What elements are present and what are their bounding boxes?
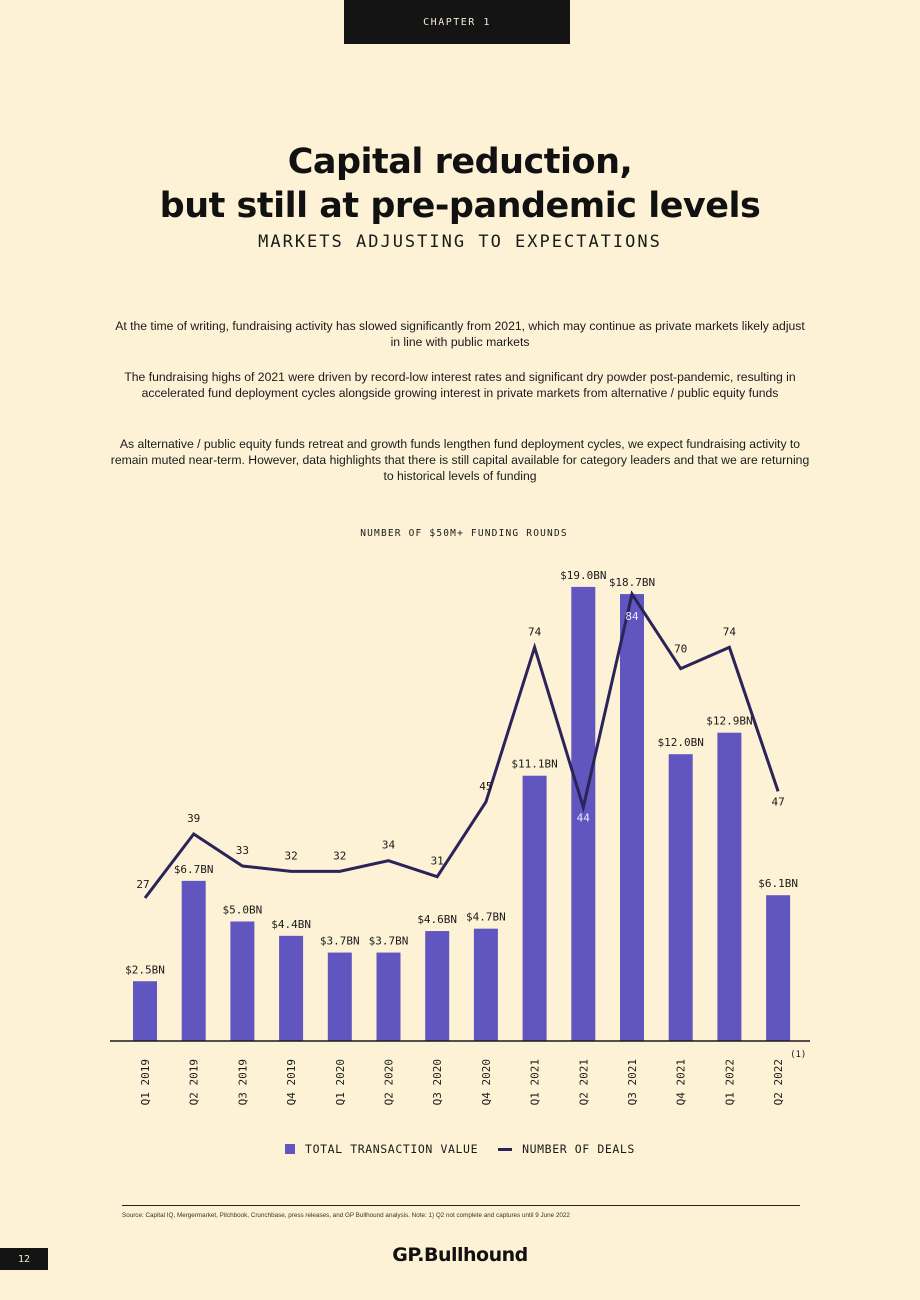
bar-value-label: $19.0BN	[560, 569, 606, 582]
bar-value-label: $4.7BN	[466, 911, 506, 924]
chapter-tab: CHAPTER 1	[344, 0, 570, 44]
bar	[181, 880, 206, 1041]
legend-item-bar: TOTAL TRANSACTION VALUE	[285, 1142, 478, 1156]
legend-bar-swatch	[285, 1144, 296, 1154]
x-tick-label: Q3 2021	[626, 1059, 639, 1105]
footer-divider	[122, 1205, 800, 1206]
legend-line-label: NUMBER OF DEALS	[522, 1142, 635, 1156]
bar	[133, 981, 157, 1041]
title-line-1: Capital reduction,	[287, 142, 633, 182]
deal-count-label: 32	[284, 849, 297, 862]
bar	[620, 594, 644, 1041]
bar-value-label: $12.0BN	[658, 736, 704, 749]
x-tick-label: Q3 2019	[236, 1059, 249, 1105]
deal-count-label: 84	[625, 610, 639, 623]
deal-count-label: 34	[382, 839, 396, 852]
bar-value-label: $6.1BN	[758, 877, 798, 890]
deal-count-label: 44	[577, 811, 591, 824]
bar-value-label: $12.9BN	[706, 715, 752, 728]
deal-count-label: 31	[431, 855, 444, 868]
bar-value-label: $11.1BN	[511, 758, 557, 771]
deal-count-label: 39	[187, 812, 200, 825]
bar	[279, 935, 304, 1041]
page-number-label: 12	[17, 1253, 31, 1265]
deals-line	[143, 590, 780, 899]
source-note: Source: Capital IQ, Mergermarket, Pitchb…	[122, 1212, 570, 1219]
bar-value-label: $3.7BN	[320, 935, 360, 948]
deal-count-label: 27	[136, 878, 149, 891]
deal-count-label: 33	[236, 844, 249, 857]
x-tick-label: Q4 2021	[675, 1059, 688, 1105]
bar	[668, 754, 693, 1041]
deal-count-label: 47	[771, 795, 784, 808]
bar	[522, 775, 547, 1041]
funding-rounds-chart: NUMBER OF $50M+ FUNDING ROUNDS $2.5BN $6.7…	[110, 528, 810, 1105]
deal-count-label: 45	[479, 780, 492, 793]
bar-value-label: $4.4BN	[271, 918, 311, 931]
bar	[766, 895, 791, 1041]
x-tick-label: Q4 2020	[480, 1059, 493, 1105]
x-tick-label: Q3 2020	[431, 1059, 444, 1105]
paragraph-1: At the time of writing, fundraising acti…	[115, 319, 805, 349]
x-tick-label: Q2 2022	[772, 1059, 785, 1105]
x-tick-label: Q2 2021	[577, 1059, 590, 1105]
bar-value-label: $4.6BN	[417, 913, 457, 926]
deal-count-label: 74	[528, 625, 542, 638]
bar-value-label: $3.7BN	[369, 935, 409, 948]
x-tick-label: Q4 2019	[285, 1059, 298, 1105]
brand-logo: GP.Bullhound	[392, 1244, 528, 1266]
paragraph-2: The fundraising highs of 2021 were drive…	[124, 370, 796, 400]
chart-legend: TOTAL TRANSACTION VALUE NUMBER OF DEALS	[0, 1142, 920, 1156]
bar	[571, 586, 596, 1041]
x-tick-label: Q1 2019	[139, 1059, 152, 1105]
x-tick-label: Q2 2019	[188, 1059, 201, 1105]
bar-value-label: $6.7BN	[174, 863, 214, 876]
bar-value-label: $18.7BN	[609, 576, 655, 589]
bar-value-label: $2.5BN	[125, 963, 165, 976]
bar	[473, 928, 498, 1041]
bar	[717, 732, 742, 1041]
deal-count-label: 74	[723, 625, 737, 638]
legend-bar-label: TOTAL TRANSACTION VALUE	[305, 1142, 479, 1156]
chart-title: NUMBER OF $50M+ FUNDING ROUNDS	[360, 528, 568, 539]
x-tick-label: Q1 2022	[723, 1059, 736, 1105]
x-tick-footnote: (1)	[790, 1050, 806, 1060]
x-tick-label: Q1 2020	[334, 1059, 347, 1105]
bar-value-label: $5.0BN	[223, 904, 263, 917]
legend-item-line: NUMBER OF DEALS	[498, 1142, 635, 1156]
title-line-2: but still at pre-pandemic levels	[159, 186, 761, 226]
x-tick-label: Q1 2021	[529, 1059, 542, 1105]
bar	[230, 921, 255, 1041]
legend-line-swatch	[498, 1147, 513, 1151]
chapter-label: CHAPTER 1	[423, 16, 491, 28]
paragraph-3: As alternative / public equity funds ret…	[110, 437, 810, 483]
bar	[327, 952, 352, 1041]
bar	[425, 931, 450, 1041]
deal-count-label: 32	[333, 849, 346, 862]
page-title: Capital reduction, but still at pre-pand…	[0, 140, 920, 228]
x-tick-label: Q2 2020	[383, 1059, 396, 1105]
page-subtitle: MARKETS ADJUSTING TO EXPECTATIONS	[258, 232, 662, 252]
deal-count-label: 70	[674, 643, 687, 656]
page-number: 12	[0, 1248, 48, 1270]
bar	[376, 952, 401, 1041]
